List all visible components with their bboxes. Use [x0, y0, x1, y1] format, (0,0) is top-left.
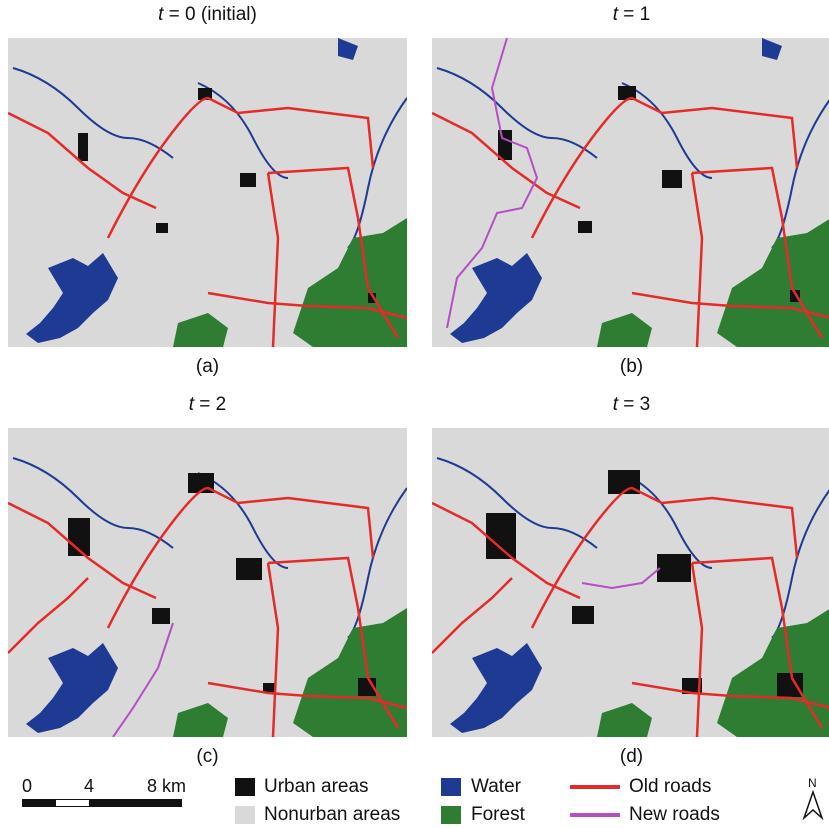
urban-cluster [78, 133, 88, 161]
panel-title-d: t = 3 [612, 394, 651, 415]
urban-cluster [368, 293, 376, 303]
scale-segment [56, 800, 89, 806]
panel-letter-c: (c) [196, 746, 219, 767]
scale-segment [89, 800, 181, 806]
panel-letter-b: (b) [619, 356, 644, 377]
new-road [446, 38, 539, 329]
north-arrow: N [802, 776, 824, 821]
map-b [432, 38, 829, 347]
water-body-sw [26, 253, 118, 343]
new-roads-swatch [570, 813, 620, 817]
forest-swatch [441, 806, 461, 824]
panel-title-a: t = 0 (initial) [158, 4, 257, 25]
panel-title-c: t = 2 [188, 394, 227, 415]
scale-label-8: 8 km [147, 776, 187, 796]
north-arrow-icon [802, 789, 824, 821]
north-label: N [808, 776, 817, 790]
nonurban-swatch [235, 806, 255, 824]
water-top [338, 38, 358, 60]
scale-label-0: 0 [22, 776, 33, 796]
urban-cluster [240, 173, 256, 187]
urban-cluster [156, 223, 168, 233]
panel-letter-a: (a) [195, 356, 220, 377]
water-river [12, 67, 174, 159]
map-d [432, 428, 829, 737]
water-river-3 [347, 97, 407, 249]
panel-letter-d: (d) [619, 746, 644, 767]
scale-bar-graphic [22, 799, 182, 807]
forest-se [293, 218, 407, 347]
urban-swatch [235, 778, 255, 796]
map-a [8, 38, 407, 347]
scale-segment [23, 800, 56, 806]
scale-label-4: 4 [84, 776, 95, 796]
scale-bar: 0 4 8 km [22, 776, 212, 816]
forest-s [173, 313, 228, 347]
water-swatch [441, 778, 461, 796]
old-roads [8, 96, 407, 347]
panel-title-b: t = 1 [612, 4, 651, 25]
map-c [8, 428, 407, 737]
old-roads-swatch [570, 785, 620, 789]
